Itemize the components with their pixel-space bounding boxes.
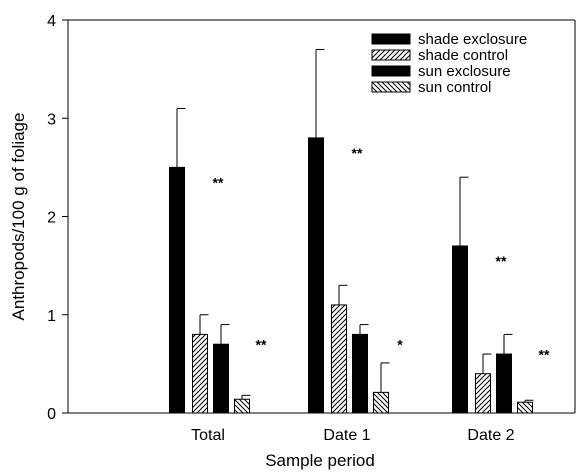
legend-label: sun control bbox=[418, 79, 491, 96]
y-tick-label: 4 bbox=[47, 13, 56, 30]
y-tick-label: 0 bbox=[47, 406, 56, 423]
bar bbox=[352, 333, 368, 414]
legend-swatch bbox=[371, 81, 411, 93]
significance-label: ** bbox=[213, 174, 224, 190]
significance-label: ** bbox=[256, 337, 267, 353]
x-category-label: Date 1 bbox=[323, 427, 370, 444]
bar bbox=[213, 343, 229, 414]
legend-label: shade control bbox=[418, 47, 508, 64]
y-tick-label: 3 bbox=[47, 111, 56, 128]
bar bbox=[496, 353, 512, 414]
bar bbox=[452, 245, 468, 414]
bar bbox=[475, 373, 491, 414]
y-tick-label: 2 bbox=[47, 210, 56, 227]
legend-swatch bbox=[371, 65, 411, 77]
x-category-label: Total bbox=[191, 427, 225, 444]
significance-label: ** bbox=[496, 253, 507, 269]
x-axis-title: Sample period bbox=[265, 451, 375, 470]
bar bbox=[308, 137, 324, 414]
bar bbox=[517, 401, 533, 414]
y-axis-title: Anthropods/100 g of foliage bbox=[9, 113, 28, 321]
bar bbox=[169, 166, 185, 414]
bar bbox=[373, 391, 389, 414]
legend-swatch bbox=[371, 49, 411, 61]
bar bbox=[331, 304, 347, 414]
bar bbox=[192, 333, 208, 414]
significance-label: ** bbox=[352, 145, 363, 161]
legend-label: sun exclosure bbox=[418, 63, 511, 80]
significance-label: * bbox=[397, 337, 403, 353]
legend-swatch bbox=[371, 33, 411, 45]
x-category-label: Date 2 bbox=[467, 427, 514, 444]
bars: Total****Date 1***Date 2**** bbox=[169, 48, 550, 444]
significance-label: ** bbox=[539, 346, 550, 362]
y-tick-label: 1 bbox=[47, 308, 56, 325]
bar bbox=[234, 398, 250, 414]
legend-label: shade exclosure bbox=[418, 31, 527, 48]
